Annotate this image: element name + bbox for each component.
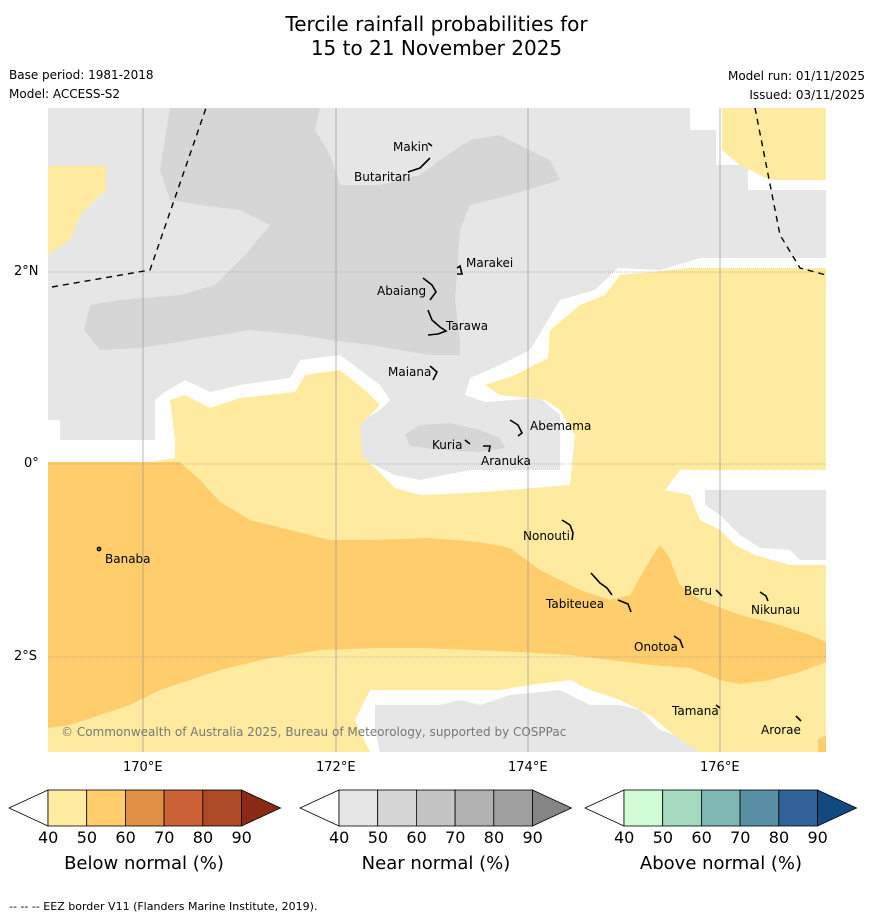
colorbar-segment: [778, 789, 818, 827]
colorbar-over-triangle: [241, 789, 282, 827]
colorbar-under-triangle: [299, 789, 340, 827]
colorbar-segment: [86, 789, 126, 827]
map-gridlines: [48, 108, 826, 752]
colorbar-under-triangle: [8, 789, 49, 827]
colorbar-tick-label: 50: [652, 828, 674, 847]
place-label: Aranuka: [481, 454, 531, 468]
colorbar-segment: [377, 789, 417, 827]
eez-legend-footer: -- -- -- EEZ border V11 (Flanders Marine…: [9, 900, 318, 913]
colorbar-caption-below: Below normal (%): [64, 853, 224, 874]
place-label: Abaiang: [377, 284, 426, 298]
place-label: Butaritari: [354, 170, 411, 184]
colorbar-tick-label: 40: [614, 828, 635, 847]
colorbar-segment: [739, 789, 780, 827]
place-label: Kuria: [432, 438, 463, 452]
lat-label: 2°S: [14, 649, 38, 664]
near-normal-40-south: [375, 690, 700, 752]
colorbar-segment: [701, 789, 741, 827]
colorbar-tick-label: 70: [730, 828, 751, 847]
colorbar-segment: [47, 789, 88, 827]
near-normal-50-kuria: [405, 423, 505, 452]
colorbar-tick-label: 90: [522, 828, 543, 847]
colorbar-tick-label: 40: [38, 828, 59, 847]
colorbar-tick-label: 70: [445, 828, 466, 847]
place-label: Nonouti: [523, 529, 570, 543]
place-label: Onotoa: [634, 640, 678, 654]
colorbar-segment: [493, 789, 533, 827]
colorbar-caption-near: Near normal (%): [361, 853, 511, 874]
lon-label: 176°E: [700, 760, 740, 775]
colorbar-tick-label: 90: [231, 828, 252, 847]
place-label: Marakei: [466, 256, 513, 270]
island-outlines: [96, 142, 802, 722]
model-run: Model run: 01/11/2025: [727, 69, 865, 83]
below-normal-40-ne: [722, 108, 826, 180]
lon-label: 170°E: [123, 760, 163, 775]
colorbar-caption-above: Above normal (%): [639, 853, 803, 874]
colorbar-segment: [202, 789, 242, 827]
title-line-2: 15 to 21 November 2025: [310, 36, 563, 60]
colorbar-segment: [338, 789, 379, 827]
lon-label: 174°E: [508, 760, 548, 775]
lon-label: 172°E: [316, 760, 356, 775]
place-label: Makin: [393, 140, 429, 154]
colorbar-tick-label: 80: [483, 828, 505, 847]
colorbar-under-triangle: [584, 789, 625, 827]
colorbar: [8, 789, 282, 827]
colorbar-tick-label: 50: [76, 828, 98, 847]
place-label: Tarawa: [445, 319, 488, 333]
colorbar-tick-label: 90: [807, 828, 828, 847]
place-label: Maiana: [388, 365, 431, 379]
near-normal-40-east: [705, 490, 826, 560]
colorbar-tick-label: 50: [367, 828, 389, 847]
place-label: Beru: [684, 584, 712, 598]
base-period: Base period: 1981-2018: [9, 68, 154, 82]
colorbar-tick-label: 60: [406, 828, 427, 847]
colorbar-segment: [415, 789, 456, 827]
colorbar-segment: [623, 789, 664, 827]
colorbar: [584, 789, 858, 827]
colorbar-tick-label: 60: [115, 828, 136, 847]
place-label: Arorae: [761, 723, 801, 737]
issued-date: Issued: 03/11/2025: [749, 88, 865, 102]
colorbar-segment: [125, 789, 165, 827]
colorbar-tick-label: 60: [691, 828, 712, 847]
place-label: Banaba: [105, 552, 151, 566]
colorbar-tick-label: 80: [192, 828, 214, 847]
colorbar-tick-label: 40: [329, 828, 350, 847]
copyright-text: © Commonwealth of Australia 2025, Bureau…: [61, 725, 566, 739]
place-label: Tabiteuea: [545, 597, 604, 611]
eez-border: [51, 108, 826, 288]
lat-label: 2°N: [14, 264, 39, 279]
below-normal-40-nw: [48, 166, 106, 255]
place-label: Nikunau: [751, 603, 800, 617]
colorbar-tick-label: 70: [154, 828, 175, 847]
below-normal-50-region: [48, 462, 826, 728]
place-label: Abemama: [530, 419, 591, 433]
colorbar-tick-label: 80: [768, 828, 790, 847]
colorbar-segment: [454, 789, 495, 827]
below-normal-50-se: [818, 735, 826, 752]
title-line-1: Tercile rainfall probabilities for: [285, 12, 588, 36]
colorbar-segment: [163, 789, 204, 827]
place-label: Tamana: [671, 704, 719, 718]
model-name: Model: ACCESS-S2: [9, 87, 121, 101]
colorbar: [299, 789, 573, 827]
colorbars: [8, 789, 858, 827]
colorbar-over-triangle: [532, 789, 573, 827]
near-normal-50-region: [84, 108, 560, 355]
colorbar-over-triangle: [817, 789, 858, 827]
colorbar-segment: [662, 789, 702, 827]
lat-label: 0°: [24, 456, 39, 471]
